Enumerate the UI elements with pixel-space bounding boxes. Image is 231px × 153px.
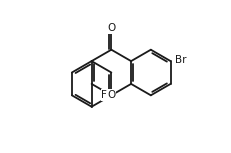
Text: O: O (107, 23, 116, 33)
Text: Br: Br (175, 55, 186, 65)
Text: F: F (101, 90, 107, 100)
Text: O: O (107, 90, 116, 100)
